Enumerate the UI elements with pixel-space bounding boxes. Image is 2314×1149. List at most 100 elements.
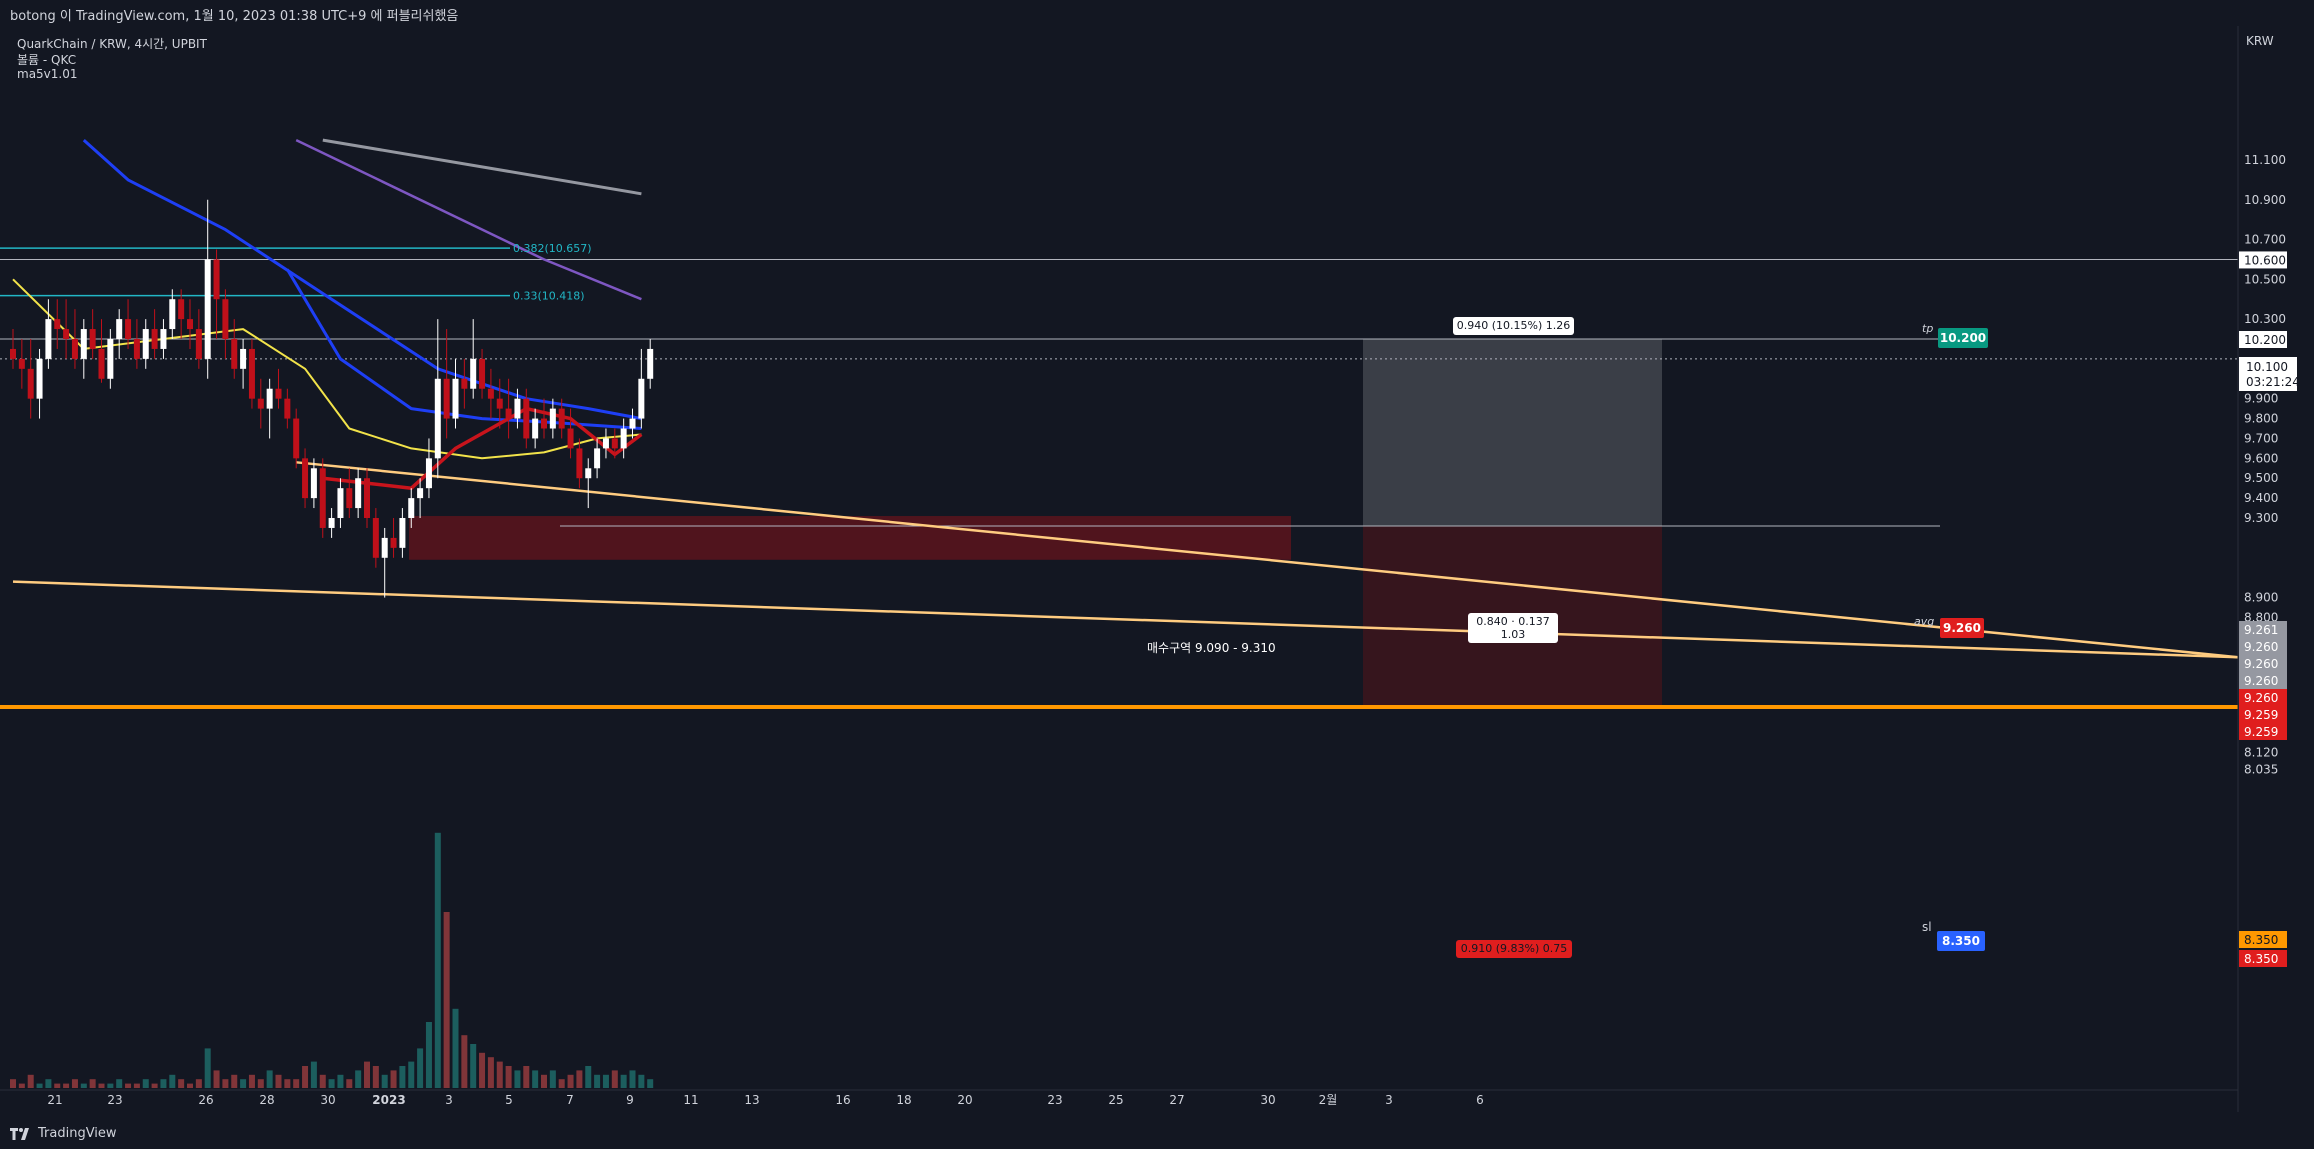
candle-body: [487, 388, 494, 399]
volume-bar: [461, 1035, 468, 1088]
volume-bar: [10, 1079, 16, 1088]
sl-badge: 8.350: [1937, 931, 1985, 951]
chart-labels: 0.382(10.657) 0.33(10.418) 매수구역 9.090 - 9.…: [513, 242, 1988, 958]
price-axis-tick: 10.300: [2244, 312, 2286, 326]
volume-bar: [620, 1074, 627, 1088]
buy-zone: [409, 516, 1291, 560]
sl-tag: sl: [1922, 920, 1932, 934]
avg-stack-grey-bg: [2239, 655, 2287, 672]
avg-stack-grey-bg: [2239, 638, 2287, 655]
price-axis-tick: 8.120: [2244, 746, 2278, 760]
price-axis-tick: 9.400: [2244, 491, 2278, 505]
time-axis-tick: 30: [1260, 1093, 1275, 1107]
volume-bar: [178, 1079, 185, 1088]
candle-body: [160, 329, 167, 349]
candle-body: [125, 319, 132, 339]
avg-stack-grey: 9.261: [2244, 623, 2278, 637]
sl-stats-box-text: 0.910 (9.83%) 0.75: [1461, 942, 1568, 955]
volume-bar: [54, 1083, 61, 1088]
volume-bar: [187, 1083, 193, 1088]
time-axis-tick: 2023: [372, 1093, 405, 1107]
candle-body: [532, 418, 539, 439]
candle-body: [620, 428, 627, 449]
candle-body: [328, 518, 335, 528]
candle-body: [541, 418, 547, 429]
candle-body: [585, 468, 592, 479]
volume-bar: [71, 1079, 78, 1088]
time-axis-tick: 27: [1169, 1093, 1184, 1107]
candle-body: [248, 348, 255, 399]
volume-bar: [80, 1083, 87, 1088]
tp-badge-bg: [1938, 328, 1988, 348]
candle-body: [116, 319, 123, 339]
candle-body: [638, 378, 645, 419]
avg-badge-text: 9.260: [1943, 621, 1981, 635]
candle-body: [240, 348, 247, 369]
candle-body: [461, 378, 468, 389]
time-axis-tick: 11: [683, 1093, 698, 1107]
volume-bar: [355, 1070, 362, 1088]
footer: TradingView: [0, 1121, 2314, 1149]
candle-body: [434, 378, 441, 459]
avg-stack-red-bg: [2239, 723, 2287, 740]
price-label-10600-bg: [2239, 251, 2287, 269]
candle-body: [63, 329, 70, 339]
volume-bar: [257, 1079, 264, 1088]
volume-bar: [364, 1061, 370, 1088]
fib-label: 0.33(10.418): [513, 290, 585, 303]
candle-body: [142, 329, 149, 359]
time-axis-tick: 5: [505, 1093, 513, 1107]
volume-bar: [541, 1074, 547, 1088]
price-axis-tick: 9.300: [2244, 511, 2278, 525]
legend-volume: 볼륨 - QKC: [17, 53, 77, 67]
candle-body: [151, 329, 158, 349]
price-axis-tick: 9.600: [2244, 451, 2278, 465]
candle-body: [514, 398, 521, 419]
avg-stack-grey: 9.260: [2244, 657, 2278, 671]
time-axis-tick: 16: [835, 1093, 850, 1107]
sl-badge-text: 8.350: [1942, 934, 1980, 948]
tp-badge-text: 10.200: [1940, 331, 1986, 345]
candle-body: [213, 259, 220, 300]
volume-bar: [36, 1083, 43, 1088]
sl-orange-label-bg: [2239, 931, 2287, 948]
fib-label: 0.382(10.657): [513, 242, 592, 255]
candle-body: [89, 329, 96, 349]
tp-stats-box-text: 0.940 (10.15%) 1.26: [1457, 319, 1571, 332]
volume-bar: [266, 1070, 273, 1088]
candle-body: [549, 408, 556, 429]
candle-body: [647, 348, 654, 379]
volume-bar: [160, 1079, 167, 1088]
volume-bar: [142, 1079, 149, 1088]
candle-body: [310, 468, 317, 499]
tradingview-logo[interactable]: TradingView: [10, 1126, 117, 1141]
time-axis-tick: 9: [626, 1093, 634, 1107]
moving-average-line: [322, 138, 642, 196]
publish-text: botong 이 TradingView.com, 1월 10, 2023 01…: [10, 9, 459, 24]
price-axis-tick: 9.800: [2244, 412, 2278, 426]
volume-bar: [425, 1022, 432, 1088]
volume-bar: [204, 1048, 211, 1088]
time-axis-tick: 21: [47, 1093, 62, 1107]
risk-reward-box-bg: [1468, 613, 1558, 643]
volume-bar: [602, 1074, 609, 1088]
price-axis-tick: 11.100: [2244, 153, 2286, 167]
candle-body: [372, 518, 379, 558]
avg-stack-red-bg: [2239, 706, 2287, 723]
candle-body: [231, 339, 238, 369]
candle-body: [302, 458, 309, 499]
volume-bar: [399, 1066, 406, 1088]
tp-stats-box-bg: [1453, 317, 1574, 335]
volume-bar: [337, 1074, 344, 1088]
sl-badge-bg: [1937, 931, 1985, 951]
volume-bar: [417, 1048, 424, 1088]
last-price-bg: [2239, 357, 2297, 391]
time-axis-tick: 7: [566, 1093, 574, 1107]
candle-body: [27, 368, 34, 399]
time-axis-tick: 23: [1047, 1093, 1062, 1107]
volume-bar: [213, 1070, 220, 1088]
time-axis-tick: 6: [1476, 1093, 1484, 1107]
volume-bar: [523, 1066, 530, 1088]
